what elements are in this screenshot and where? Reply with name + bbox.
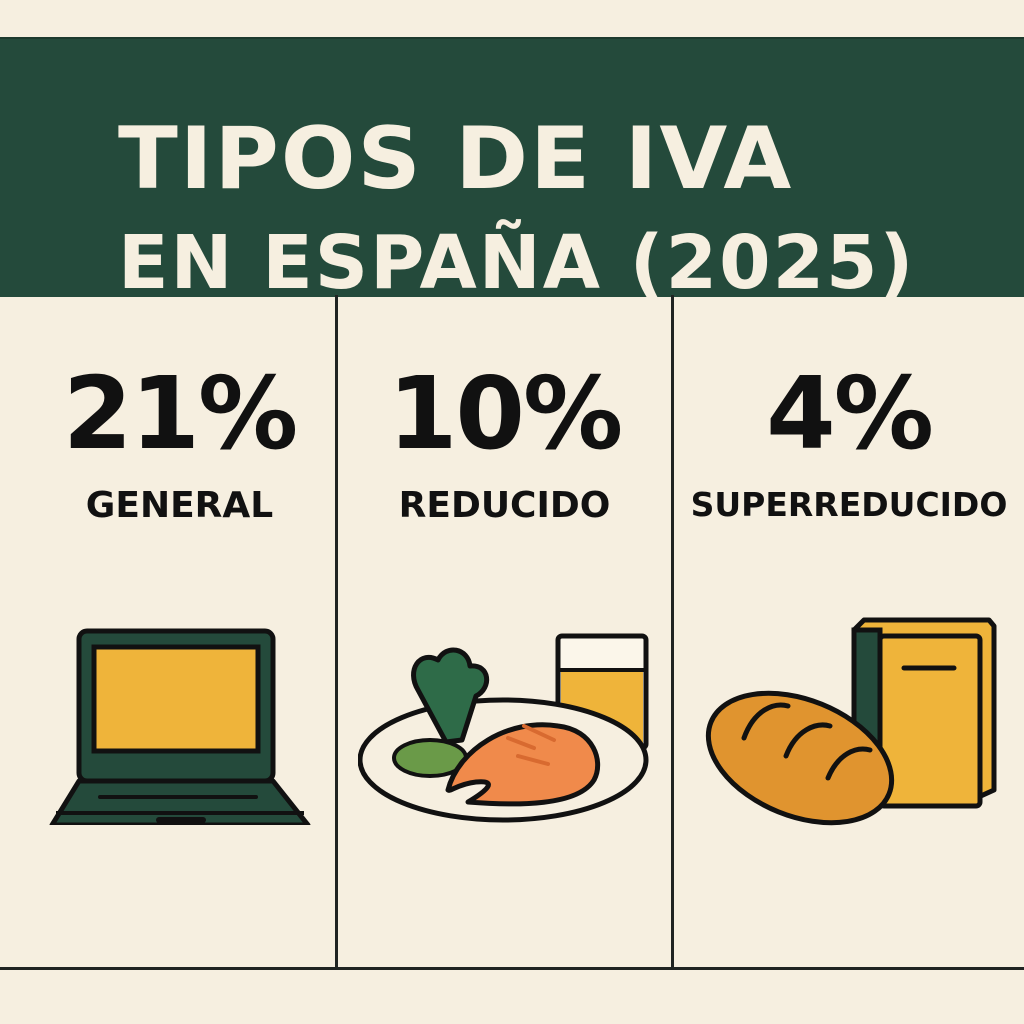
column-divider [335, 295, 338, 969]
food-plate-icon [358, 633, 649, 823]
rate-label: SUPERREDUCIDO [690, 485, 1008, 524]
bottom-rule [0, 967, 1024, 970]
rate-label: REDUCIDO [398, 485, 611, 526]
page-title-line2: EN ESPAÑA (2025) [118, 220, 916, 306]
bread-book-icon [705, 617, 997, 826]
column-divider [671, 295, 674, 969]
rate-card-reducido: 10% REDUCIDO [338, 295, 671, 967]
rate-percent: 4% [766, 355, 934, 472]
rate-card-general: 21% GENERAL [0, 295, 335, 967]
rate-card-superreducido: 4% SUPERREDUCIDO [674, 295, 1024, 967]
laptop-icon [49, 628, 311, 825]
page-title-line1: TIPOS DE IVA [118, 109, 794, 209]
title-banner: TIPOS DE IVA EN ESPAÑA (2025) [0, 37, 1024, 306]
rate-percent: 21% [62, 355, 298, 472]
rate-percent: 10% [387, 355, 623, 472]
rate-label: GENERAL [85, 485, 274, 526]
